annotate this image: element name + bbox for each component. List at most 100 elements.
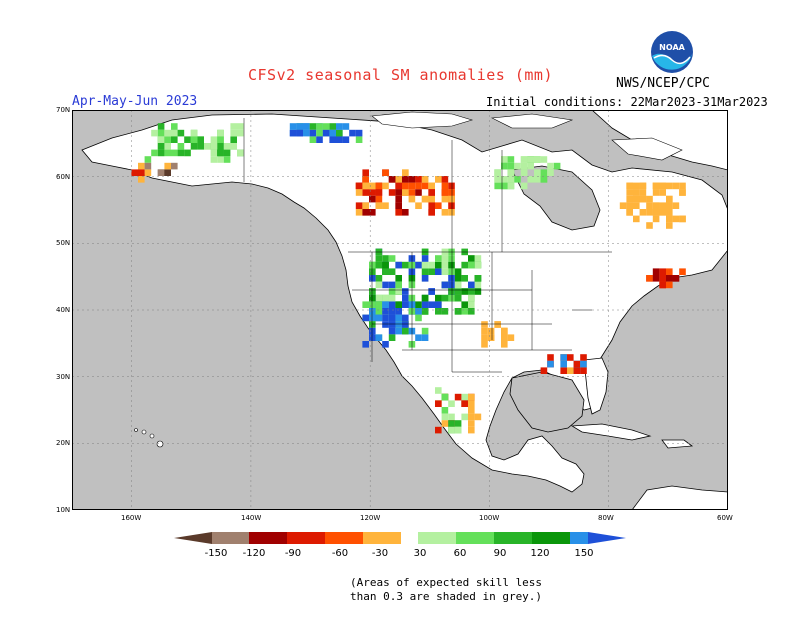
anomaly-cell	[441, 308, 449, 315]
anomaly-cell	[540, 176, 548, 183]
anomaly-cell	[230, 129, 237, 137]
anomaly-cell	[402, 327, 409, 335]
anomaly-cell	[415, 261, 422, 269]
anomaly-cell	[494, 182, 501, 190]
anomaly-cell	[362, 169, 369, 176]
anomaly-cell	[672, 182, 680, 190]
anomaly-cell	[468, 294, 475, 302]
anomaly-cell	[454, 308, 462, 315]
anomaly-cell	[369, 275, 376, 282]
anomaly-cell	[151, 129, 158, 137]
anomaly-cell	[646, 202, 653, 209]
lon-label-120w: 120W	[360, 514, 381, 522]
anomaly-cell	[421, 308, 429, 315]
anomaly-cell	[388, 294, 396, 302]
anomaly-cell	[329, 136, 336, 143]
anomaly-cell	[131, 169, 138, 176]
anomaly-cell	[395, 261, 402, 269]
anomaly-cell	[303, 129, 310, 137]
colorbar-label: 30	[413, 548, 427, 559]
anomaly-cell	[197, 143, 204, 150]
anomaly-cell	[441, 413, 449, 421]
anomaly-cell	[666, 222, 673, 229]
anomaly-cell	[402, 189, 409, 196]
anomaly-cell	[157, 129, 165, 137]
anomaly-cell	[375, 195, 383, 203]
anomaly-cell	[217, 149, 224, 157]
anomaly-cell	[217, 143, 224, 150]
anomaly-cell	[435, 255, 442, 262]
anomaly-cell	[672, 215, 680, 223]
anomaly-cell	[190, 136, 198, 143]
anomaly-cell	[487, 334, 495, 341]
anomaly-cell	[402, 301, 409, 308]
colorbar-swatch	[325, 532, 363, 544]
colorbar-swatch	[570, 532, 588, 544]
colorbar	[174, 532, 626, 544]
anomaly-cell	[560, 360, 567, 368]
anomaly-cell	[382, 268, 389, 275]
anomaly-cell	[487, 327, 495, 335]
colorbar-label: -120	[242, 548, 266, 559]
anomaly-cell	[184, 149, 191, 157]
anomaly-cell	[435, 301, 442, 308]
anomaly-cell	[454, 281, 462, 289]
anomaly-cell	[369, 334, 376, 341]
anomaly-cell	[501, 182, 508, 190]
anomaly-cell	[415, 189, 422, 196]
anomaly-cell	[230, 136, 237, 143]
colorbar-label: 120	[530, 548, 550, 559]
anomaly-cell	[633, 202, 640, 209]
anomaly-cell	[428, 301, 435, 308]
gulf-of-mexico	[509, 371, 585, 433]
anomaly-cell	[164, 143, 171, 150]
anomaly-cell	[369, 189, 376, 196]
anomaly-cell	[679, 268, 686, 275]
anomaly-cell	[448, 209, 455, 216]
anomaly-cell	[633, 195, 640, 203]
skill-note: (Areas of expected skill less than 0.3 a…	[350, 576, 542, 604]
map-panel	[72, 109, 729, 511]
anomaly-cell	[355, 202, 363, 209]
anomaly-cell	[666, 209, 673, 216]
anomaly-cell	[580, 354, 587, 361]
anomaly-cell	[573, 360, 581, 368]
anomaly-cell	[138, 176, 145, 183]
anomaly-cell	[421, 334, 429, 341]
anomaly-cell	[408, 176, 416, 183]
anomaly-cell	[652, 189, 660, 196]
anomaly-cell	[435, 308, 442, 315]
anomaly-cell	[362, 341, 369, 348]
anomaly-cell	[468, 393, 475, 401]
anomaly-cell	[382, 255, 389, 262]
noaa-logo-text: NOAA	[659, 43, 685, 52]
anomaly-cell	[659, 275, 666, 282]
colorbar-swatch	[532, 532, 570, 544]
anomaly-cell	[421, 268, 429, 275]
anomaly-cell	[501, 156, 508, 163]
anomaly-cell	[468, 400, 475, 407]
colorbar-arrow-left	[174, 532, 212, 544]
colorbar-label: -90	[284, 548, 302, 559]
anomaly-cell	[355, 189, 363, 196]
anomaly-cell	[144, 156, 152, 163]
anomaly-cell	[672, 202, 680, 209]
anomaly-cell	[448, 255, 455, 262]
anomaly-cell	[659, 209, 666, 216]
anomaly-cell	[388, 301, 396, 308]
anomaly-cell	[349, 129, 356, 137]
anomaly-cell	[441, 176, 449, 183]
lat-label-20n: 20N	[56, 439, 71, 447]
anomaly-cell	[369, 321, 376, 328]
anomaly-cell	[309, 136, 317, 143]
anomaly-cell	[415, 182, 422, 190]
anomaly-cell	[507, 182, 515, 190]
anomaly-cell	[461, 308, 468, 315]
anomaly-cell	[171, 162, 178, 170]
land-arctic-islands	[371, 111, 683, 161]
anomaly-cell	[626, 195, 633, 203]
anomaly-cell	[481, 334, 488, 341]
anomaly-cell	[421, 261, 429, 269]
anomaly-cell	[461, 275, 468, 282]
anomaly-cell	[375, 281, 383, 289]
